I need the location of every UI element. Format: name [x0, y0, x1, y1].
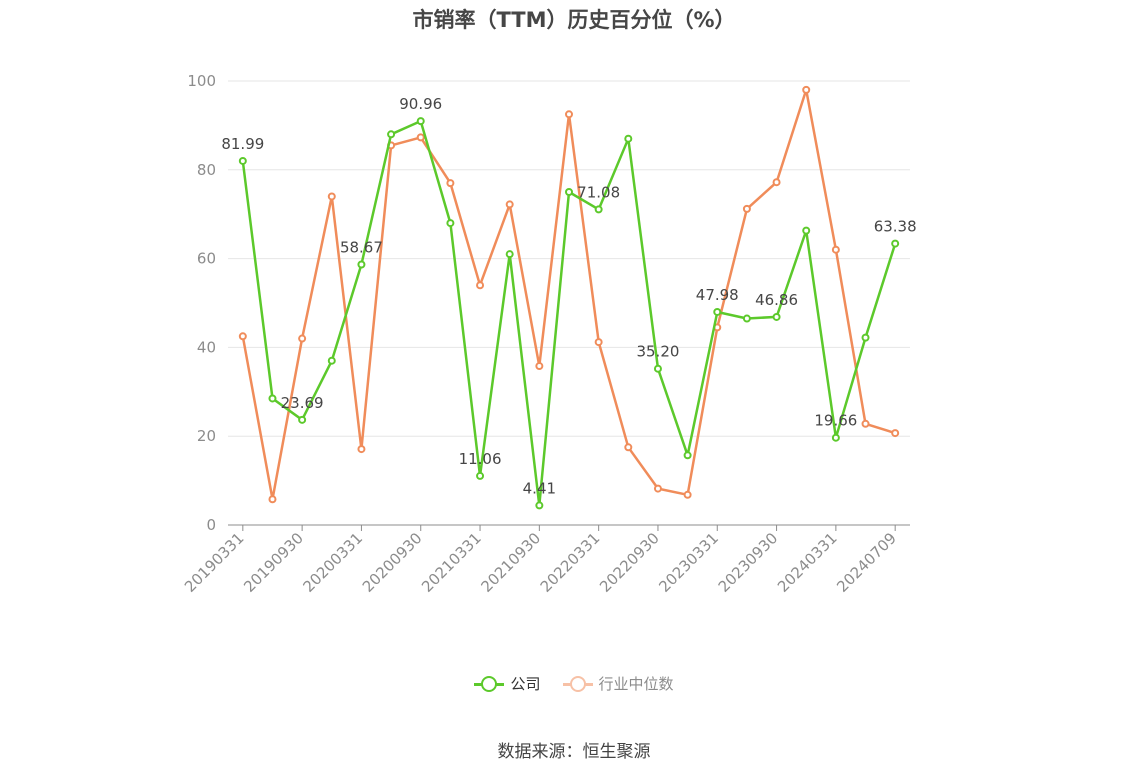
x-tick-label: 20220930 — [596, 529, 663, 596]
data-point-1 — [891, 429, 900, 438]
data-point-0 — [505, 250, 514, 259]
data-point-0 — [327, 356, 336, 365]
data-point-1 — [238, 332, 247, 341]
y-tick-label: 0 — [206, 516, 216, 534]
data-point-0 — [624, 134, 633, 143]
x-tick-label: 20200930 — [359, 529, 426, 596]
data-point-0 — [772, 312, 781, 321]
x-tick-label: 20200331 — [300, 529, 367, 596]
data-point-0 — [476, 471, 485, 480]
y-tick-label: 100 — [187, 72, 216, 90]
data-point-0 — [861, 333, 870, 342]
legend-marker-company — [474, 675, 505, 693]
data-point-1 — [565, 110, 573, 119]
data-point-1 — [268, 495, 277, 504]
series-line-0 — [241, 119, 897, 507]
data-label: 23.69 — [281, 394, 324, 412]
legend: 公司 行业中位数 — [0, 673, 1148, 694]
legend-item-industry-median[interactable]: 行业中位数 — [562, 673, 674, 694]
data-point-0 — [565, 188, 573, 196]
legend-item-company[interactable]: 公司 — [474, 673, 541, 694]
data-point-1 — [831, 245, 840, 254]
data-point-0 — [357, 260, 366, 269]
y-tick-label: 40 — [197, 338, 216, 356]
data-label: 11.06 — [459, 450, 502, 468]
legend-label-industry-median: 行业中位数 — [598, 675, 674, 693]
data-point-0 — [683, 451, 692, 460]
data-point-0 — [416, 117, 425, 126]
data-point-1 — [327, 192, 336, 201]
y-tick-label: 80 — [197, 161, 216, 179]
data-label: 58.67 — [340, 239, 383, 257]
data-point-1 — [594, 338, 603, 347]
x-tick-label: 20210930 — [477, 529, 544, 596]
data-point-1 — [476, 281, 485, 290]
x-tick-label: 20210331 — [418, 529, 485, 596]
data-point-0 — [535, 501, 544, 510]
data-label: 71.08 — [577, 183, 620, 201]
data-point-1 — [446, 179, 455, 188]
data-point-0 — [238, 156, 247, 165]
y-tick-label: 60 — [197, 250, 216, 268]
x-tick-label: 20190930 — [240, 529, 307, 596]
data-point-0 — [891, 239, 900, 248]
data-point-0 — [594, 205, 603, 214]
data-point-1 — [861, 419, 870, 428]
legend-label-company: 公司 — [510, 675, 541, 693]
chart-title: 市销率（TTM）历史百分位（%） — [412, 8, 736, 32]
data-point-1 — [624, 443, 633, 452]
data-label: 63.38 — [874, 218, 917, 236]
y-tick-label: 20 — [197, 427, 216, 445]
data-point-1 — [653, 484, 662, 493]
x-tick-label: 20240709 — [833, 529, 900, 596]
x-tick-label: 20230930 — [715, 529, 782, 596]
data-label: 4.41 — [523, 479, 556, 497]
data-label: 90.96 — [399, 95, 442, 113]
x-tick-label: 20230331 — [655, 529, 722, 596]
data-point-0 — [298, 415, 307, 424]
data-point-1 — [535, 362, 544, 371]
data-label: 47.98 — [696, 286, 739, 304]
data-label: 46.86 — [755, 291, 798, 309]
data-point-1 — [742, 204, 751, 213]
data-point-1 — [298, 334, 307, 343]
data-point-0 — [446, 219, 455, 228]
data-label: 35.20 — [636, 343, 679, 361]
data-point-0 — [802, 226, 811, 235]
data-label: 81.99 — [221, 135, 264, 153]
data-point-0 — [713, 307, 722, 316]
x-tick-label: 20240331 — [774, 529, 841, 596]
data-point-1 — [416, 133, 425, 142]
data-point-0 — [268, 394, 277, 403]
legend-marker-industry-median — [562, 675, 593, 693]
data-point-1 — [683, 490, 692, 499]
data-point-1 — [505, 200, 514, 209]
data-point-0 — [387, 130, 396, 139]
data-point-1 — [357, 445, 366, 454]
x-tick-label: 20190331 — [181, 529, 248, 596]
x-tick-label: 20220331 — [537, 529, 604, 596]
data-point-0 — [831, 433, 840, 442]
data-point-0 — [742, 314, 751, 323]
data-source: 数据来源：恒生聚源 — [497, 742, 651, 762]
data-point-0 — [653, 364, 662, 373]
data-point-1 — [802, 85, 811, 94]
data-label: 19.66 — [814, 412, 857, 430]
data-point-1 — [772, 178, 781, 187]
